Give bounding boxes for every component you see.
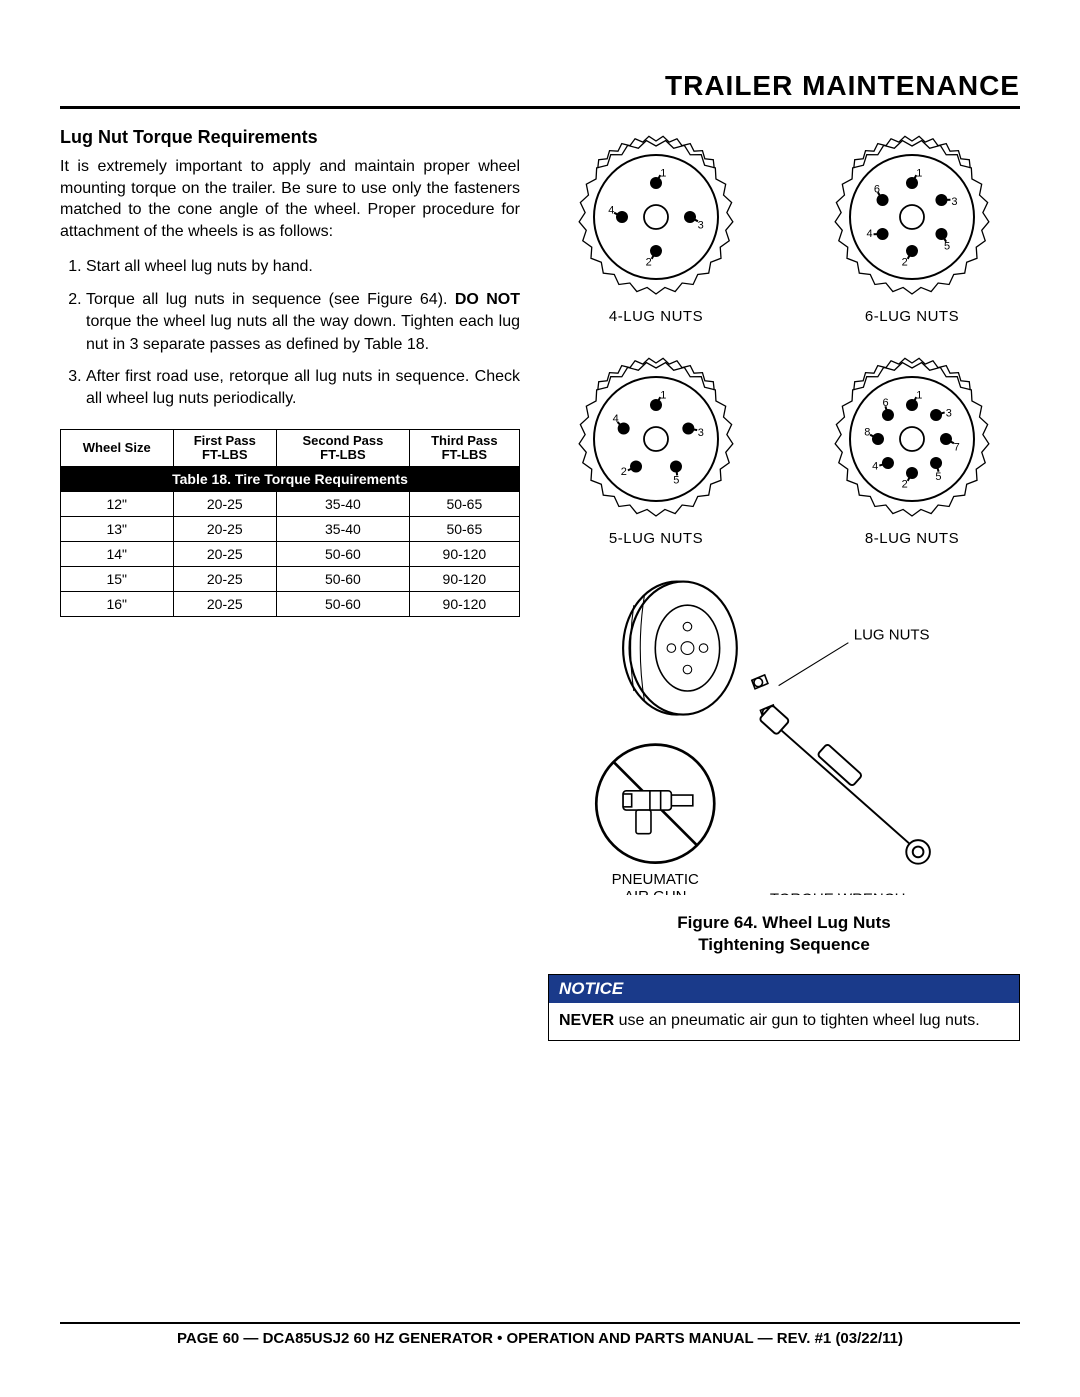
wheel-8-label: 8-LUG NUTS — [827, 530, 997, 547]
step-3: After first road use, retorque all lug n… — [86, 366, 520, 411]
table-cell: 50-65 — [409, 492, 519, 517]
procedure-steps: Start all wheel lug nuts by hand. Torque… — [86, 256, 520, 410]
table-cell: 13" — [61, 517, 174, 542]
svg-text:5: 5 — [944, 241, 950, 253]
lug-nuts-label: LUG NUTS — [854, 627, 930, 644]
step-2-c: torque the wheel lug nuts all the way do… — [86, 313, 520, 352]
torque-wrench-label: TORQUE WRENCH — [770, 890, 906, 894]
svg-text:4: 4 — [872, 460, 878, 472]
left-column: Lug Nut Torque Requirements It is extrem… — [60, 127, 520, 1041]
torque-table: Table 18. Tire Torque Requirements Wheel… — [60, 429, 520, 618]
table-cell: 50-65 — [409, 517, 519, 542]
notice-bold: NEVER — [559, 1012, 614, 1029]
notice-box: NOTICE NEVER use an pneumatic air gun to… — [548, 974, 1020, 1041]
wheel-grid: 1 3 2 4 4-LUG NUTS 1 3 5 2 4 6 6-LUG NUTS 1 3 5 2 4 … — [548, 127, 1020, 547]
svg-text:2: 2 — [902, 257, 908, 269]
th-second-pass: Second PassFT-LBS — [277, 429, 410, 467]
svg-text:2: 2 — [621, 466, 627, 478]
svg-text:5: 5 — [935, 471, 941, 483]
figure-caption-line-1: Figure 64. Wheel Lug Nuts — [548, 912, 1020, 934]
section-title: Lug Nut Torque Requirements — [60, 127, 520, 148]
wheel-4-diagram: 1 3 2 4 — [571, 127, 741, 297]
th-wheel-size: Wheel Size — [61, 429, 174, 467]
table-cell: 50-60 — [277, 592, 410, 617]
step-2-bold: DO NOT — [455, 291, 520, 308]
svg-text:6: 6 — [874, 183, 880, 195]
table-cell: 35-40 — [277, 492, 410, 517]
two-column-layout: Lug Nut Torque Requirements It is extrem… — [60, 127, 1020, 1041]
wheel-5-lug: 1 3 5 2 4 5-LUG NUTS — [571, 349, 741, 547]
table-cell: 20-25 — [173, 542, 277, 567]
wheel-5-diagram: 1 3 5 2 4 — [571, 349, 741, 519]
table-cell: 14" — [61, 542, 174, 567]
table-cell: 90-120 — [409, 542, 519, 567]
svg-text:6: 6 — [882, 397, 888, 409]
table-title-row: Table 18. Tire Torque Requirements — [61, 467, 520, 492]
table-row: 13"20-2535-4050-65 — [61, 517, 520, 542]
notice-text: use an pneumatic air gun to tighten whee… — [614, 1012, 980, 1029]
table-cell: 20-25 — [173, 592, 277, 617]
intro-paragraph: It is extremely important to apply and m… — [60, 156, 520, 242]
svg-text:4: 4 — [613, 413, 619, 425]
figure-caption: Figure 64. Wheel Lug Nuts Tightening Seq… — [548, 912, 1020, 956]
svg-text:3: 3 — [946, 408, 952, 420]
table-title: Table 18. Tire Torque Requirements — [61, 467, 520, 492]
th-third-pass: Third PassFT-LBS — [409, 429, 519, 467]
table-cell: 90-120 — [409, 567, 519, 592]
wheel-4-label: 4-LUG NUTS — [571, 308, 741, 325]
wheel-8-lug: 1 3 7 5 2 4 8 6 8-LUG NUTS — [827, 349, 997, 547]
svg-text:2: 2 — [646, 257, 652, 269]
table-cell: 12" — [61, 492, 174, 517]
svg-text:4: 4 — [867, 228, 873, 240]
svg-text:2: 2 — [902, 479, 908, 491]
figure-caption-line-2: Tightening Sequence — [548, 934, 1020, 956]
pneumatic-label-2: AIR GUN — [624, 888, 687, 895]
svg-text:1: 1 — [660, 389, 666, 401]
table-cell: 90-120 — [409, 592, 519, 617]
svg-text:3: 3 — [698, 427, 704, 439]
wheel-6-lug: 1 3 5 2 4 6 6-LUG NUTS — [827, 127, 997, 325]
svg-text:1: 1 — [660, 167, 666, 179]
tool-diagram: LUG NUTS PNEUMATIC AIR GUN — [548, 573, 1020, 895]
table-cell: 50-60 — [277, 542, 410, 567]
wheel-6-label: 6-LUG NUTS — [827, 308, 997, 325]
svg-text:4: 4 — [608, 205, 614, 217]
table-cell: 35-40 — [277, 517, 410, 542]
svg-text:8: 8 — [864, 427, 870, 439]
svg-text:3: 3 — [951, 196, 957, 208]
table-row: 16"20-2550-6090-120 — [61, 592, 520, 617]
page-footer: PAGE 60 — DCA85USJ2 60 HZ GENERATOR • OP… — [60, 1314, 1020, 1347]
svg-text:3: 3 — [698, 219, 704, 231]
notice-body: NEVER use an pneumatic air gun to tighte… — [549, 1003, 1019, 1040]
pneumatic-label-1: PNEUMATIC — [612, 871, 699, 888]
wheel-4-lug: 1 3 2 4 4-LUG NUTS — [571, 127, 741, 325]
table-cell: 15" — [61, 567, 174, 592]
th-first-pass: First PassFT-LBS — [173, 429, 277, 467]
table-header-row: Wheel Size First PassFT-LBS Second PassF… — [61, 429, 520, 467]
table-row: 12"20-2535-4050-65 — [61, 492, 520, 517]
svg-text:7: 7 — [954, 441, 960, 453]
footer-text: PAGE 60 — DCA85USJ2 60 HZ GENERATOR • OP… — [60, 1324, 1020, 1347]
table-cell: 20-25 — [173, 517, 277, 542]
table-cell: 50-60 — [277, 567, 410, 592]
table-row: 14"20-2550-6090-120 — [61, 542, 520, 567]
svg-text:5: 5 — [673, 475, 679, 487]
table-cell: 16" — [61, 592, 174, 617]
svg-text:1: 1 — [916, 389, 922, 401]
right-column: 1 3 2 4 4-LUG NUTS 1 3 5 2 4 6 6-LUG NUTS 1 3 5 2 4 … — [548, 127, 1020, 1041]
notice-header: NOTICE — [549, 975, 1019, 1003]
wheel-5-label: 5-LUG NUTS — [571, 530, 741, 547]
wheel-8-diagram: 1 3 7 5 2 4 8 6 — [827, 349, 997, 519]
step-1: Start all wheel lug nuts by hand. — [86, 256, 520, 278]
step-2: Torque all lug nuts in sequence (see Fig… — [86, 289, 520, 356]
table-cell: 20-25 — [173, 567, 277, 592]
wheel-6-diagram: 1 3 5 2 4 6 — [827, 127, 997, 297]
page-header: TRAILER MAINTENANCE — [60, 70, 1020, 109]
table-cell: 20-25 — [173, 492, 277, 517]
svg-text:1: 1 — [916, 167, 922, 179]
table-row: 15"20-2550-6090-120 — [61, 567, 520, 592]
step-2-a: Torque all lug nuts in sequence (see Fig… — [86, 291, 455, 308]
